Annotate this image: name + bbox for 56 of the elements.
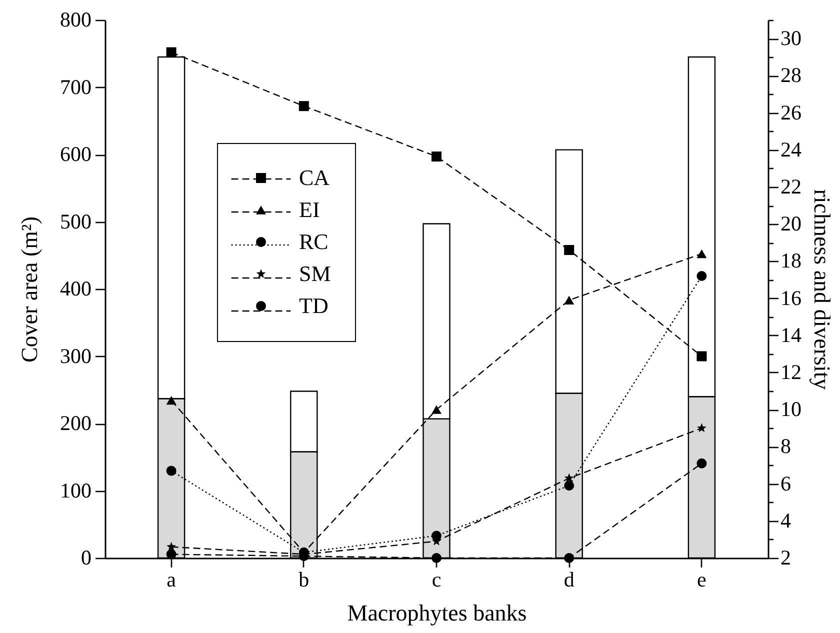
legend-label: SM <box>299 261 331 286</box>
x-tick-label: d <box>564 568 575 592</box>
legend-label: CA <box>299 165 330 190</box>
y2-tick-label: 16 <box>780 286 802 310</box>
y-tick-label: 700 <box>60 74 92 99</box>
point <box>696 458 707 468</box>
point <box>298 101 309 112</box>
y-axis-title: Cover area (m²) <box>17 216 42 363</box>
x-tick-label: e <box>697 568 706 592</box>
y2-tick-label: 12 <box>780 360 802 384</box>
point <box>166 542 176 551</box>
y2-tick-label: 4 <box>780 508 792 532</box>
y-tick-label: 500 <box>60 209 92 234</box>
y2-tick-label: 2 <box>780 546 791 570</box>
y2-tick-label: 10 <box>780 397 802 422</box>
point <box>696 423 706 432</box>
x-tick-label: a <box>166 568 177 592</box>
point <box>432 405 442 414</box>
y2-tick-label: 18 <box>780 248 802 273</box>
y-tick-label: 0 <box>81 546 92 570</box>
y2-tick-label: 30 <box>780 26 802 50</box>
y2-tick-label: 22 <box>780 174 802 198</box>
y2-tick-label: 24 <box>780 137 802 162</box>
y-tick-label: 200 <box>60 411 92 435</box>
y2-tick-label: 6 <box>780 471 791 496</box>
point <box>166 549 176 560</box>
x-axis-title: Macrophytes banks <box>347 600 527 626</box>
legend-label: EI <box>299 197 320 222</box>
y-tick-label: 800 <box>60 8 92 32</box>
y2-tick-label: 28 <box>780 63 802 88</box>
y-tick-label: 100 <box>60 478 92 502</box>
point <box>166 466 176 476</box>
x-tick-label: b <box>298 568 310 592</box>
y2-tick-label: 8 <box>780 434 791 458</box>
point <box>432 553 442 563</box>
y2-tick-label: 26 <box>780 100 802 124</box>
point <box>166 396 176 405</box>
y-tick-label: 600 <box>60 142 92 166</box>
point <box>696 249 707 258</box>
y-tick-label: 400 <box>60 276 92 300</box>
point <box>432 152 442 162</box>
x-tick-label: c <box>432 568 442 592</box>
point <box>564 480 574 491</box>
y-tick-label: 300 <box>60 344 92 368</box>
point <box>166 47 176 58</box>
point <box>564 553 574 563</box>
point <box>564 473 574 482</box>
legend-label: RC <box>299 229 328 254</box>
y2-axis-title: richness and diversity <box>810 189 834 390</box>
y2-tick-label: 20 <box>780 212 802 236</box>
point <box>696 271 707 282</box>
point <box>696 351 707 362</box>
legend-label: TD <box>299 293 328 318</box>
point <box>564 296 574 304</box>
point <box>564 244 574 255</box>
y2-tick-label: 14 <box>780 322 802 347</box>
